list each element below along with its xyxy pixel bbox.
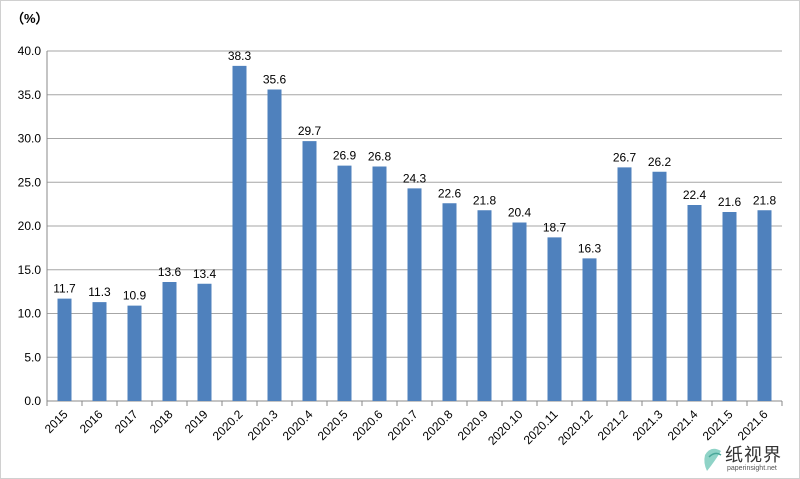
data-label: 16.3 xyxy=(578,241,602,255)
data-label: 21.6 xyxy=(718,195,742,209)
bar xyxy=(722,212,737,401)
y-tick-label: 35.0 xyxy=(18,88,42,102)
watermark-text: 纸视界 xyxy=(725,445,782,466)
y-tick-label: 30.0 xyxy=(18,132,42,146)
x-tick-label: 2020.7 xyxy=(385,407,421,443)
x-tick-label: 2018 xyxy=(147,407,176,436)
bar xyxy=(687,205,702,401)
data-label: 11.3 xyxy=(88,285,111,299)
y-tick-label: 10.0 xyxy=(18,307,42,321)
data-label: 26.7 xyxy=(613,150,637,164)
y-unit-label: （%） xyxy=(11,11,49,26)
bar xyxy=(407,188,422,401)
bar xyxy=(232,65,247,401)
bar xyxy=(372,166,387,401)
x-tick-label: 2020.6 xyxy=(350,407,386,443)
data-label: 24.3 xyxy=(403,171,427,185)
x-tick-label: 2019 xyxy=(182,407,211,436)
bar xyxy=(302,141,317,401)
data-label: 38.3 xyxy=(228,49,252,63)
y-tick-label: 20.0 xyxy=(18,219,42,233)
data-label: 18.7 xyxy=(543,220,567,234)
data-label: 13.4 xyxy=(193,267,217,281)
bar xyxy=(197,283,212,401)
watermark-logo: 纸视界 paperinsight.net xyxy=(701,441,797,477)
x-tick-label: 2017 xyxy=(112,407,141,436)
bar xyxy=(512,222,527,401)
bar xyxy=(127,305,142,401)
x-tick-label: 2021.2 xyxy=(595,407,631,443)
watermark-url: paperinsight.net xyxy=(727,465,777,472)
bar xyxy=(92,302,107,401)
data-label: 22.6 xyxy=(438,186,462,200)
x-tick-label: 2021.4 xyxy=(665,407,701,443)
y-tick-label: 25.0 xyxy=(18,175,42,189)
data-label: 13.6 xyxy=(158,265,182,279)
x-tick-label: 2021.3 xyxy=(630,407,666,443)
x-tick-label: 2020.5 xyxy=(315,407,351,443)
data-label: 20.4 xyxy=(508,206,532,220)
x-tick-label: 2021.5 xyxy=(700,407,736,443)
bar xyxy=(477,210,492,401)
data-label: 35.6 xyxy=(263,73,287,87)
x-tick-label: 2016 xyxy=(77,407,106,436)
data-label: 11.7 xyxy=(53,282,76,296)
data-label: 21.8 xyxy=(473,193,497,207)
x-tick-label: 2020.11 xyxy=(521,407,561,447)
bar xyxy=(582,258,597,401)
bar xyxy=(652,171,667,401)
bar xyxy=(547,237,562,401)
bar xyxy=(337,165,352,401)
y-tick-label: 40.0 xyxy=(18,44,42,58)
bar xyxy=(162,282,177,401)
bar xyxy=(57,298,72,401)
data-label: 26.2 xyxy=(648,155,672,169)
x-tick-label: 2020.3 xyxy=(245,407,281,443)
bar xyxy=(617,167,632,401)
x-tick-label: 2020.10 xyxy=(485,407,526,448)
y-tick-label: 5.0 xyxy=(24,350,41,364)
data-label: 22.4 xyxy=(683,188,707,202)
data-label: 21.8 xyxy=(753,193,777,207)
y-tick-label: 0.0 xyxy=(24,394,41,408)
x-tick-label: 2015 xyxy=(42,407,71,436)
data-label: 26.9 xyxy=(333,149,357,163)
data-label: 26.8 xyxy=(368,150,392,164)
paper-icon xyxy=(704,448,722,471)
x-tick-label: 2021.6 xyxy=(735,407,771,443)
bar xyxy=(442,203,457,401)
bar xyxy=(267,89,282,401)
x-tick-label: 2020.2 xyxy=(210,407,246,443)
y-tick-label: 15.0 xyxy=(18,263,42,277)
data-label: 10.9 xyxy=(123,289,147,303)
data-label: 29.7 xyxy=(298,124,322,138)
x-tick-label: 2020.12 xyxy=(555,407,596,448)
x-tick-label: 2020.8 xyxy=(420,407,456,443)
bar xyxy=(757,210,772,401)
x-tick-label: 2020.4 xyxy=(280,407,316,443)
